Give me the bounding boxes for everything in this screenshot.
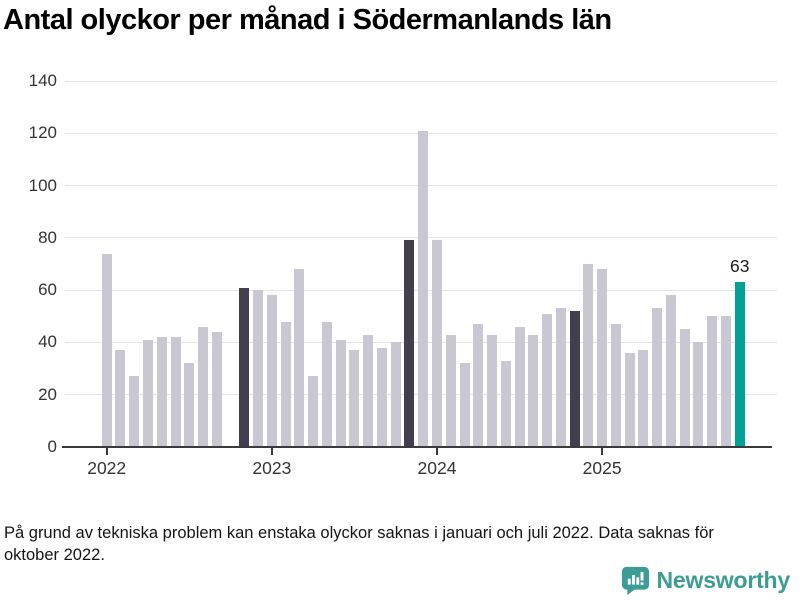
- bar-2022-02: [115, 350, 126, 447]
- bar-2024-05: [487, 334, 498, 447]
- x-axis-line: [62, 446, 772, 448]
- y-axis-tick-label: 40: [38, 332, 57, 352]
- bar-2025-02: [610, 324, 621, 447]
- gridline-y140: [65, 80, 777, 82]
- y-axis-tick-label: 60: [38, 280, 57, 300]
- x-axis-tick-2022: [105, 448, 108, 455]
- x-axis-tick-2023: [270, 448, 273, 455]
- newsworthy-logo: Newsworthy: [621, 566, 790, 595]
- bar-2025-10: [720, 316, 731, 447]
- bar-2025-05: [652, 308, 663, 447]
- bar-2023-07: [349, 350, 360, 447]
- bar-2022-07: [184, 363, 195, 447]
- bar-2023-11: [404, 240, 415, 447]
- bar-2025-01: [597, 269, 608, 447]
- bar-2024-02: [445, 334, 456, 447]
- bar-2024-11: [569, 311, 580, 447]
- bar-2025-06: [665, 295, 676, 447]
- bar-2023-01: [266, 295, 277, 447]
- bar-2025-09: [707, 316, 718, 447]
- bar-2022-03: [129, 376, 140, 447]
- bar-2025-04: [638, 350, 649, 447]
- x-axis-tick-2025: [601, 448, 604, 455]
- bar-2024-12: [583, 264, 594, 447]
- bar-2022-06: [170, 337, 181, 447]
- bar-2023-08: [363, 334, 374, 447]
- y-axis-tick-label: 100: [28, 175, 57, 195]
- bar-2022-05: [156, 337, 167, 447]
- bar-2025-03: [624, 352, 635, 447]
- bar-2025-07: [679, 329, 690, 447]
- x-axis-year-label: 2024: [417, 458, 457, 478]
- bar-2023-02: [280, 321, 291, 447]
- y-axis-tick-label: 120: [28, 123, 57, 143]
- bar-2022-08: [198, 326, 209, 447]
- x-axis-tick-2024: [435, 448, 438, 455]
- bar-2024-06: [500, 360, 511, 447]
- newsworthy-wordmark: Newsworthy: [656, 567, 791, 593]
- x-axis-year-label: 2022: [87, 458, 127, 478]
- x-axis-year-label: 2023: [252, 458, 292, 478]
- bar-2023-12: [418, 130, 429, 447]
- bar-2023-06: [335, 339, 346, 447]
- bar-2024-09: [542, 313, 553, 447]
- bar-2022-01: [101, 253, 112, 447]
- chart-title: Antal olyckor per månad i Södermanlands …: [3, 4, 612, 36]
- bar-2024-10: [555, 308, 566, 447]
- y-axis-tick-label: 80: [38, 227, 57, 247]
- bar-2023-03: [294, 269, 305, 447]
- y-axis-tick-label: 20: [38, 384, 57, 404]
- bar-2023-05: [321, 321, 332, 447]
- newsworthy-speech-bubble-chart-icon: [621, 566, 650, 595]
- bar-2022-11: [239, 287, 250, 447]
- bar-2024-01: [431, 240, 442, 447]
- bar-2025-11: [734, 282, 745, 447]
- bar-2024-08: [528, 334, 539, 447]
- bar-2023-10: [390, 342, 401, 447]
- bar-2022-04: [142, 339, 153, 447]
- y-axis-tick-label: 140: [28, 71, 57, 90]
- bar-2024-04: [473, 324, 484, 447]
- bar-2022-12: [253, 290, 264, 447]
- y-axis-tick-label: 0: [47, 437, 57, 456]
- footnote-text: På grund av tekniska problem kan enstaka…: [4, 524, 714, 565]
- bar-2023-09: [376, 347, 387, 447]
- bar-2024-03: [459, 363, 470, 447]
- bar-2022-09: [211, 331, 222, 447]
- bar-2023-04: [308, 376, 319, 447]
- current-bar-value-label: 63: [730, 256, 750, 277]
- x-axis-year-label: 2025: [582, 458, 622, 478]
- bar-2025-08: [693, 342, 704, 447]
- bar-2024-07: [514, 326, 525, 447]
